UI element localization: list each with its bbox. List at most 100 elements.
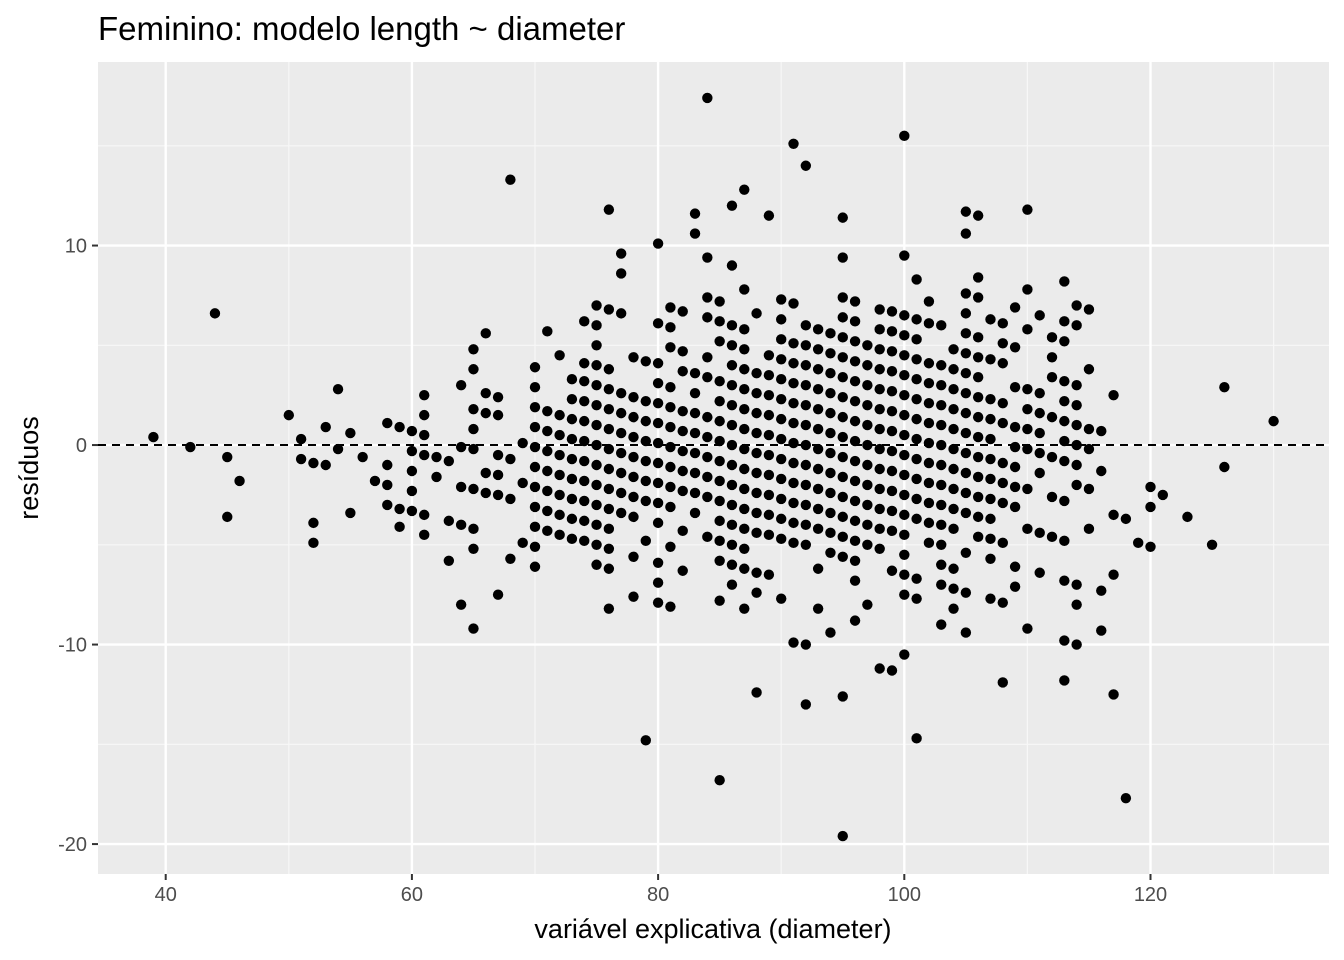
- data-point: [566, 533, 578, 545]
- data-point: [960, 427, 972, 439]
- data-point: [677, 445, 688, 457]
- data-point: [1022, 324, 1033, 335]
- data-point: [382, 417, 393, 429]
- data-point: [1034, 387, 1045, 399]
- data-point: [812, 483, 824, 495]
- data-point: [972, 352, 984, 363]
- data-point: [849, 455, 861, 467]
- data-point: [1071, 459, 1082, 471]
- data-point: [1071, 639, 1082, 650]
- data-point: [714, 296, 725, 307]
- data-point: [763, 489, 775, 501]
- data-point: [726, 399, 738, 411]
- data-point: [1034, 467, 1045, 479]
- data-point: [936, 419, 947, 431]
- data-point: [1022, 443, 1033, 455]
- data-point: [480, 387, 491, 399]
- data-point: [1059, 336, 1070, 347]
- data-point: [455, 441, 467, 453]
- data-point: [726, 559, 738, 570]
- data-point: [886, 665, 898, 676]
- data-point: [1059, 395, 1070, 407]
- data-point: [911, 413, 922, 425]
- data-point: [997, 597, 1008, 608]
- data-point: [788, 517, 799, 529]
- data-point: [345, 427, 356, 439]
- data-point: [603, 543, 615, 555]
- data-point: [615, 387, 627, 399]
- data-point: [492, 589, 504, 600]
- data-point: [862, 599, 873, 610]
- data-point: [948, 403, 959, 415]
- data-point: [714, 475, 725, 487]
- data-point: [1083, 364, 1095, 375]
- data-point: [997, 677, 1008, 688]
- data-point: [542, 485, 553, 497]
- data-point: [800, 340, 812, 351]
- data-point: [800, 459, 812, 471]
- data-point: [591, 479, 602, 491]
- data-point: [591, 340, 602, 351]
- data-point: [529, 501, 541, 513]
- data-point: [776, 393, 787, 405]
- data-point: [702, 352, 713, 363]
- data-point: [652, 457, 664, 469]
- data-point: [209, 308, 221, 319]
- data-point: [948, 344, 959, 355]
- data-point: [640, 495, 651, 507]
- data-point: [874, 423, 885, 435]
- data-point: [628, 551, 639, 562]
- data-point: [899, 449, 910, 461]
- data-point: [763, 370, 775, 381]
- data-point: [972, 451, 984, 463]
- data-point: [923, 296, 935, 307]
- data-point: [763, 429, 775, 441]
- data-point: [751, 447, 762, 459]
- data-point: [837, 372, 848, 383]
- data-point: [1071, 419, 1082, 431]
- data-point: [911, 573, 922, 584]
- data-point: [468, 483, 479, 495]
- data-point: [726, 459, 738, 471]
- data-point: [1034, 407, 1045, 419]
- data-point: [566, 493, 578, 505]
- data-point: [788, 138, 799, 149]
- data-point: [751, 387, 762, 399]
- data-point: [185, 441, 196, 453]
- data-point: [972, 292, 984, 303]
- data-point: [1071, 479, 1082, 491]
- data-point: [960, 407, 972, 419]
- data-point: [443, 515, 455, 527]
- data-point: [923, 378, 935, 389]
- data-point: [788, 537, 799, 549]
- data-points: [148, 92, 1279, 842]
- data-point: [812, 403, 824, 415]
- data-point: [899, 370, 910, 381]
- data-point: [579, 395, 590, 407]
- data-point: [1071, 320, 1082, 331]
- data-point: [505, 174, 516, 185]
- data-point: [406, 445, 418, 457]
- data-point: [788, 637, 799, 648]
- data-point: [751, 687, 762, 698]
- data-point: [579, 376, 590, 387]
- data-point: [1059, 376, 1070, 387]
- data-point: [603, 563, 615, 574]
- data-point: [652, 517, 664, 529]
- data-point: [1022, 483, 1033, 495]
- data-point: [726, 439, 738, 451]
- data-point: [726, 419, 738, 431]
- data-point: [1034, 427, 1045, 439]
- data-point: [862, 459, 873, 471]
- data-point: [566, 513, 578, 525]
- data-point: [640, 735, 651, 746]
- data-point: [714, 435, 725, 447]
- data-point: [825, 467, 836, 479]
- data-point: [1009, 581, 1021, 592]
- data-point: [899, 429, 910, 441]
- data-point: [628, 391, 639, 403]
- data-point: [345, 507, 356, 519]
- data-point: [1034, 447, 1045, 459]
- data-point: [776, 513, 787, 525]
- data-point: [1009, 481, 1021, 493]
